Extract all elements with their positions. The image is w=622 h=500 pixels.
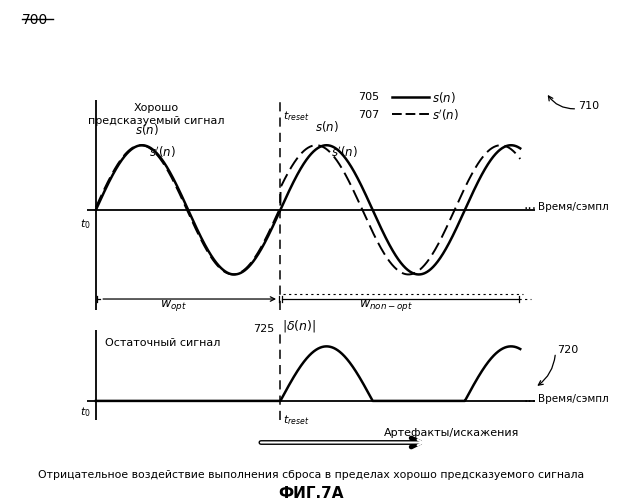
Text: Время/сэмпл: Время/сэмпл	[538, 202, 608, 212]
Text: Время/сэмпл: Время/сэмпл	[538, 394, 608, 404]
Text: Остаточный сигнал: Остаточный сигнал	[104, 338, 220, 348]
Text: $s'(n)$: $s'(n)$	[331, 144, 358, 160]
Text: 700: 700	[22, 12, 48, 26]
Text: 712: 712	[0, 499, 1, 500]
Text: 705: 705	[358, 92, 379, 102]
Text: 714: 714	[0, 499, 1, 500]
Text: $s(n)$: $s(n)$	[432, 90, 456, 105]
Text: $w_{non-opt}$: $w_{non-opt}$	[359, 298, 412, 313]
Text: Артефакты/искажения: Артефакты/искажения	[384, 428, 519, 438]
Text: 710: 710	[578, 101, 600, 111]
Text: ФИГ.7А: ФИГ.7А	[278, 486, 344, 500]
Text: $t_0$: $t_0$	[80, 406, 91, 419]
Text: $s(n)$: $s(n)$	[315, 119, 339, 134]
Text: ...: ...	[524, 198, 537, 211]
Text: 725: 725	[253, 324, 274, 334]
Text: 720: 720	[557, 345, 578, 355]
Text: $t_{reset}$: $t_{reset}$	[284, 413, 310, 426]
Text: $t_{reset}$: $t_{reset}$	[283, 110, 309, 124]
Text: Хорошо
предсказуемый сигнал: Хорошо предсказуемый сигнал	[88, 103, 224, 126]
Text: ...: ...	[524, 391, 537, 405]
Text: 707: 707	[358, 110, 379, 120]
Text: $s'(n)$: $s'(n)$	[432, 108, 459, 122]
Text: $w_{opt}$: $w_{opt}$	[160, 298, 187, 313]
Text: $|\delta(n)|$: $|\delta(n)|$	[282, 318, 316, 334]
Text: $s(n)$: $s(n)$	[135, 122, 159, 136]
Text: $t_0$: $t_0$	[80, 218, 91, 232]
Text: $s'(n)$: $s'(n)$	[149, 144, 176, 160]
Text: Отрицательное воздействие выполнения сброса в пределах хорошо предсказуемого сиг: Отрицательное воздействие выполнения сбр…	[38, 470, 584, 480]
